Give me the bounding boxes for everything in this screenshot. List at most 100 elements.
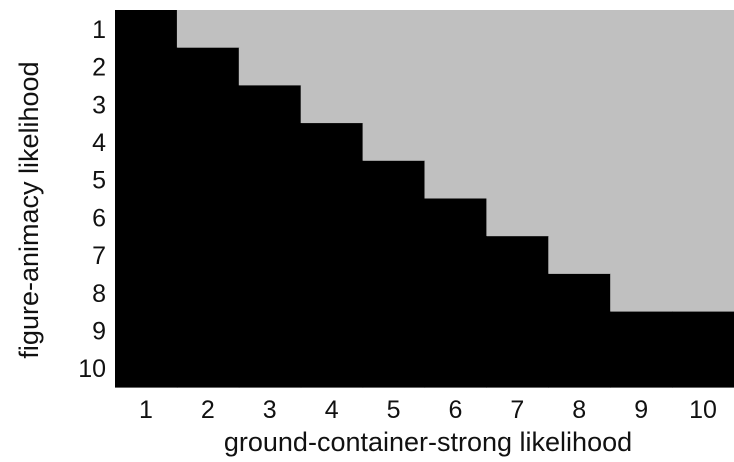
heatmap-cell [486,85,549,124]
heatmap-cell [610,85,673,124]
heatmap-cell [424,47,487,86]
heatmap-cell [362,123,426,162]
heatmap-cell [115,349,178,388]
heatmap-cell [486,349,549,388]
x-tick-labels: 1 2 3 4 5 6 7 8 9 10 [139,396,717,424]
heatmap-cell [548,273,611,313]
heatmap-cell [424,198,487,237]
x-tick-label: 4 [325,396,339,424]
y-tick-label: 5 [92,167,106,195]
heatmap-cell [362,311,426,350]
heatmap-cell [300,311,364,350]
heatmap-cell [176,311,240,350]
heatmap-cell [238,273,302,313]
x-tick-label: 1 [139,396,153,424]
heatmap-cell [424,160,487,200]
x-tick-label: 3 [263,396,277,424]
heatmap-cell [300,236,364,275]
heatmap-cell [238,10,302,49]
heatmap-cell [300,10,364,49]
heatmap-cell [672,236,734,275]
heatmap-cell [548,10,611,49]
heatmap-cell [424,349,487,388]
heatmap-cell [115,311,178,350]
y-tick-label: 6 [92,204,106,232]
heatmap-cell [672,85,734,124]
heatmap-cell [672,123,734,162]
heatmap-cell [672,160,734,200]
heatmap-cell [424,236,487,275]
heatmap-cell [548,349,611,388]
heatmap-cell [548,85,611,124]
heatmap-cell [610,236,673,275]
heatmap-cell [362,47,426,86]
heatmap-cell [424,123,487,162]
x-tick-label: 7 [510,396,524,424]
heatmap-cell [300,349,364,388]
heatmap-cell [238,311,302,350]
heatmap-cell [176,85,240,124]
heatmap-cell [300,160,364,200]
heatmap-cell [115,47,178,86]
y-axis-label: figure-animacy likelihood [14,61,44,358]
heatmap-cell [672,198,734,237]
heatmap-cell [362,198,426,237]
heatmap-cell [115,160,178,200]
heatmap-cell [672,311,734,350]
heatmap-cell [548,236,611,275]
x-tick-label: 5 [387,396,401,424]
heatmap-cell [424,85,487,124]
heatmap-cell [238,349,302,388]
x-tick-label: 2 [201,396,215,424]
heatmap-cell [115,123,178,162]
heatmap-cell [610,47,673,86]
heatmap-cell [486,273,549,313]
heatmap-cell [672,47,734,86]
heatmap-cell [486,198,549,237]
y-tick-label: 2 [92,54,106,82]
heatmap-cell [115,273,178,313]
heatmap-cell [176,273,240,313]
heatmap-cell [424,273,487,313]
heatmap-cell [176,160,240,200]
heatmap-cell [115,198,178,237]
y-tick-label: 3 [92,91,106,119]
heatmap-cell [362,349,426,388]
heatmap-cell [610,10,673,49]
heatmap-cell [176,123,240,162]
y-tick-labels: 1 2 3 4 5 6 7 8 9 10 [78,16,106,383]
heatmap-cell [486,236,549,275]
heatmap-cell [672,349,734,388]
heatmap-cell [115,85,178,124]
heatmap-cell [486,160,549,200]
heatmap-cell [362,236,426,275]
heatmap-cell [548,123,611,162]
heatmap-cell [362,10,426,49]
heatmap-cell [424,10,487,49]
y-tick-label: 10 [78,355,106,383]
heatmap-cell [486,10,549,49]
y-tick-label: 8 [92,280,106,308]
heatmap-cell [176,47,240,86]
heatmap-cell [672,273,734,313]
heatmap-cell [238,47,302,86]
y-tick-label: 9 [92,317,106,345]
heatmap-cell [610,198,673,237]
heatmap-cell [176,236,240,275]
x-tick-label: 6 [448,396,462,424]
heatmap-cell [300,123,364,162]
heatmap-cell [300,273,364,313]
heatmap-cell [672,10,734,49]
heatmap-cell [115,10,178,49]
heatmap-cell [610,123,673,162]
heatmap-cell [548,311,611,350]
heatmap-cell [238,160,302,200]
heatmap-cell [176,10,240,49]
heatmap-cell [362,160,426,200]
heatmap-cell [176,198,240,237]
heatmap-cell [424,311,487,350]
heatmap-cell [610,160,673,200]
x-tick-label: 8 [572,396,586,424]
x-tick-label: 10 [689,396,717,424]
